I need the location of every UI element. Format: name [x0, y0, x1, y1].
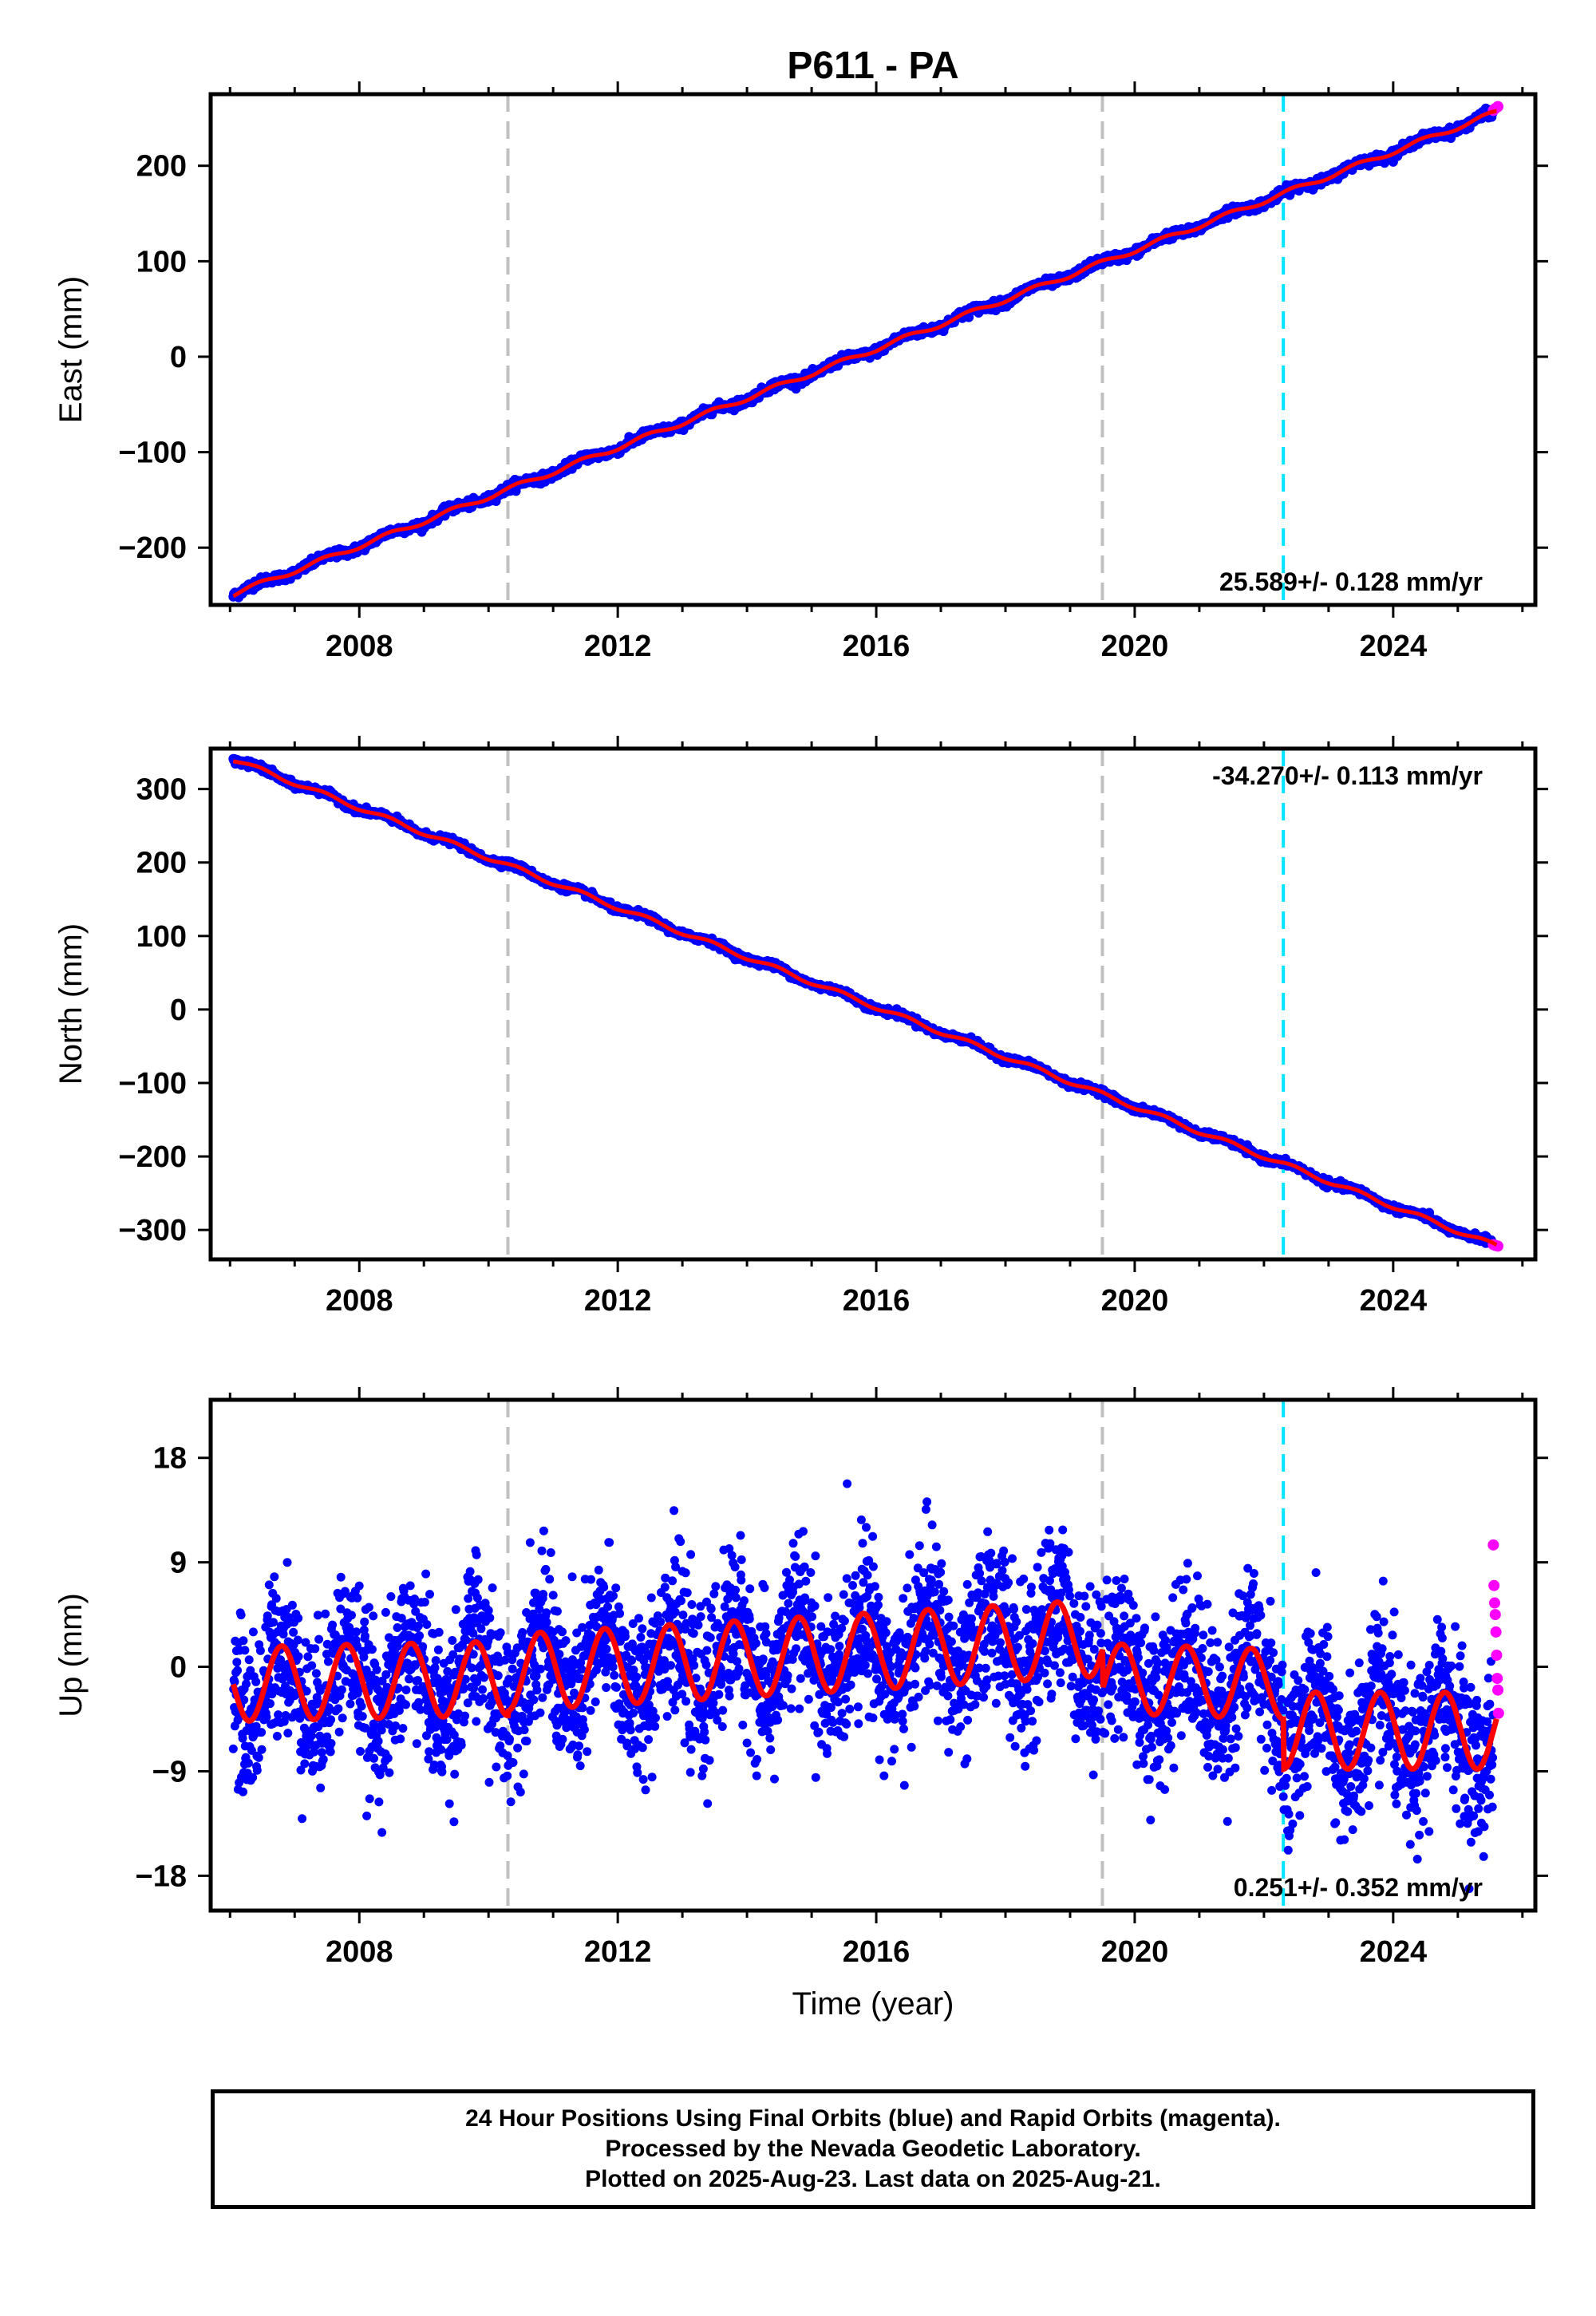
y-tick-label: −100: [118, 437, 187, 470]
plot-frame: [208, 92, 1538, 607]
y-tick-label: 200: [136, 847, 187, 880]
x-tick-label: 2024: [1360, 1935, 1428, 1969]
x-tick-label: 2020: [1101, 1284, 1169, 1318]
north-panel: 2008 2012 2016 2020 2024 −300 −200 −100 0 100 200 3…: [53, 736, 1548, 1318]
y-axis-label: North (mm): [53, 923, 89, 1085]
rapid-orbit-point: [1489, 1609, 1501, 1621]
figure-title: P611 - PA: [787, 45, 958, 87]
y-tick-label: −200: [118, 532, 187, 565]
rapid-orbit-point: [1492, 1707, 1504, 1719]
y-tick-label: −300: [118, 1214, 187, 1247]
rapid-orbit-point: [1488, 1597, 1500, 1609]
plot-frame: [208, 1397, 1538, 1913]
y-axis-label: East (mm): [53, 276, 89, 423]
x-tick-label: 2008: [326, 1935, 393, 1969]
plot-frame: [208, 746, 1538, 1262]
y-tick-label: 100: [136, 245, 187, 279]
y-tick-label: 0: [170, 994, 187, 1027]
y-tick-label: 0: [170, 1651, 187, 1685]
y-tick-label: 0: [170, 341, 187, 374]
model-fit-line: [230, 1599, 1499, 1773]
x-axis-label: Time (year): [792, 1986, 954, 2022]
x-tick-label: 2016: [843, 630, 911, 663]
x-tick-label: 2024: [1360, 1284, 1428, 1318]
y-tick-label: 9: [170, 1547, 187, 1580]
rapid-orbit-point: [1491, 1650, 1503, 1661]
x-tick-label: 2016: [843, 1935, 911, 1969]
rate-label: -34.270+/- 0.113 mm/yr: [1212, 761, 1483, 790]
model-fit-line: [232, 759, 1498, 1247]
y-tick-label: −9: [152, 1755, 187, 1788]
rate-label: 25.589+/- 0.128 mm/yr: [1219, 567, 1483, 596]
y-tick-label: −100: [118, 1067, 187, 1101]
x-tick-label: 2016: [843, 1284, 911, 1318]
rate-label: 0.251+/- 0.352 mm/yr: [1234, 1873, 1483, 1902]
model-fit-line: [232, 109, 1497, 599]
x-tick-label: 2020: [1101, 1935, 1169, 1969]
y-tick-label: −18: [136, 1860, 187, 1893]
final-orbit-points: [228, 1479, 1498, 1894]
y-tick-label: 200: [136, 150, 187, 184]
x-tick-label: 2024: [1360, 630, 1428, 663]
x-tick-label: 2012: [584, 1284, 652, 1318]
y-tick-label: 300: [136, 773, 187, 807]
caption-box: 24 Hour Positions Using Final Orbits (bl…: [211, 2089, 1535, 2209]
y-tick-label: −200: [118, 1140, 187, 1174]
east-panel: 2008 2012 2016 2020 2024 −200 −100 0 100 200 East …: [53, 81, 1548, 663]
y-tick-label: 100: [136, 920, 187, 954]
y-axis-label: Up (mm): [53, 1593, 89, 1717]
figure: P611 - PA 2008 2012 2016 2020 2024 −200 −100 0 1…: [53, 45, 1548, 2022]
rapid-orbit-point: [1492, 1684, 1504, 1696]
x-tick-label: 2012: [584, 630, 652, 663]
caption-line-2: Processed by the Nevada Geodetic Laborat…: [605, 2136, 1141, 2162]
x-tick-label: 2012: [584, 1935, 652, 1969]
caption-line-3: Plotted on 2025-Aug-23. Last data on 202…: [585, 2166, 1161, 2192]
rapid-orbit-point: [1490, 1626, 1502, 1638]
rapid-orbit-point: [1487, 1539, 1499, 1551]
rapid-orbit-point: [1488, 1579, 1500, 1591]
up-panel: 2008 2012 2016 2020 2024 −18 −9 0 9 18 Up (mm) Time…: [53, 1387, 1548, 2022]
x-tick-label: 2008: [326, 630, 393, 663]
x-tick-label: 2008: [326, 1284, 393, 1318]
x-tick-label: 2020: [1101, 630, 1169, 663]
caption-line-1: 24 Hour Positions Using Final Orbits (bl…: [465, 2105, 1281, 2132]
rapid-orbit-point: [1491, 1673, 1503, 1685]
y-tick-label: 18: [153, 1442, 187, 1476]
